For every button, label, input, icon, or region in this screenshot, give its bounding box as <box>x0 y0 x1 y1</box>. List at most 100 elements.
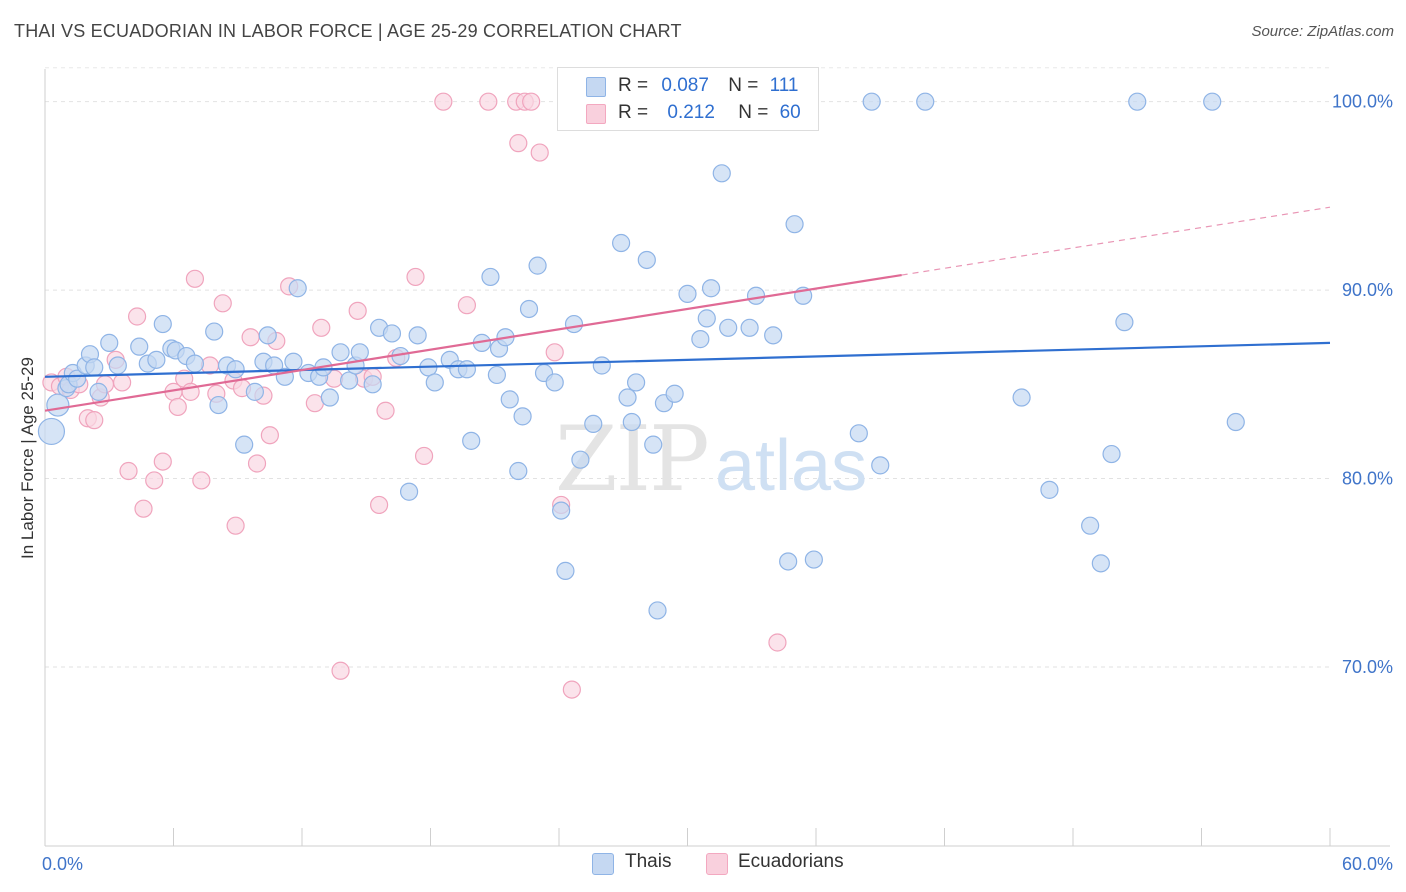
ecuadorians-point <box>247 454 267 473</box>
thais-point <box>1102 444 1121 464</box>
thais-point <box>46 393 70 417</box>
thais-point <box>592 356 611 375</box>
thais-point <box>1226 412 1245 432</box>
ecuadorians-point <box>260 426 279 445</box>
ecuadorians-n-label: N = <box>738 102 769 123</box>
thais-point <box>622 412 641 432</box>
thais-point <box>331 343 350 362</box>
thais-point <box>226 360 245 379</box>
ecuadorians-point <box>530 143 549 162</box>
thais-point <box>691 330 710 349</box>
ecuadorians-point <box>185 269 205 288</box>
ecuadorians-stats: R = 0.212 N = 60 <box>618 102 801 124</box>
ecuadorians-point <box>545 343 564 362</box>
x-tick-labels: 0.0% 60.0% <box>42 854 1393 874</box>
thais-point <box>719 318 738 337</box>
thais-point <box>340 371 359 390</box>
thais-point <box>108 356 127 375</box>
y-tick-label: 80.0% <box>1342 469 1393 489</box>
thais-point <box>746 286 766 305</box>
thais-n-value: 111 <box>769 75 799 96</box>
thais-point <box>457 360 477 379</box>
ecuadorians-point <box>112 373 132 392</box>
thais-point <box>637 250 656 270</box>
thais-point <box>100 333 119 352</box>
thais-swatch <box>586 77 606 97</box>
thais-point <box>363 375 382 394</box>
thais-point <box>425 373 444 392</box>
thais-point <box>320 388 339 407</box>
thais-point <box>130 337 149 356</box>
ecuadorians-point <box>370 495 389 515</box>
ecuadorians-n-value: 60 <box>779 102 801 123</box>
ecuadorians-point <box>168 397 187 417</box>
ecuadorians-point <box>134 499 153 518</box>
thais-point <box>509 461 528 481</box>
ecuadorians-point <box>768 633 787 652</box>
thais-point <box>665 384 684 403</box>
ecuadorians-point <box>479 92 498 111</box>
watermark-atlas: atlas <box>715 426 867 506</box>
ecuadorians-point <box>153 452 172 471</box>
x-tick-label: 60.0% <box>1342 854 1393 874</box>
ecuadorians-point <box>85 411 104 430</box>
y-tick-label: 100.0% <box>1332 92 1393 112</box>
thais-point <box>1128 92 1147 111</box>
thais-point <box>382 324 402 343</box>
thais-points <box>37 90 1245 620</box>
thais-point <box>519 299 539 319</box>
ecuadorians-point <box>562 680 581 699</box>
y-tick-labels: 70.0% 80.0% 90.0% 100.0% <box>1332 92 1393 677</box>
thais-point <box>408 326 427 345</box>
ecuadorians-point <box>119 461 138 481</box>
ecuadorians-r-value: 0.212 <box>667 102 715 123</box>
y-tick-label: 70.0% <box>1342 657 1393 677</box>
ecuadorians-trend-extension <box>901 206 1331 276</box>
thais-point <box>500 390 519 409</box>
thais-point <box>153 314 172 334</box>
thais-point <box>916 92 935 111</box>
thais-point <box>235 435 254 454</box>
thais-point <box>648 601 667 620</box>
ecuadorians-trend-line <box>44 273 902 412</box>
source-label: Source: ZipAtlas.com <box>1251 23 1394 40</box>
thais-point <box>678 284 697 303</box>
thais-point <box>552 501 571 520</box>
thais-point <box>258 326 277 345</box>
ecuadorians-point <box>226 516 245 535</box>
ecuadorians-r-label: R = <box>618 102 649 123</box>
thais-point <box>785 215 804 234</box>
ecuadorians-point <box>127 307 147 326</box>
thais-point <box>85 358 104 377</box>
ecuadorians-point <box>509 134 528 153</box>
thais-point <box>205 322 224 341</box>
thais-legend-label: Thais <box>625 851 672 872</box>
y-axis-label: In Labor Force | Age 25-29 <box>18 357 37 559</box>
thais-point <box>487 365 506 385</box>
thais-point <box>528 256 547 275</box>
ecuadorians-legend-swatch <box>706 853 728 875</box>
thais-point <box>68 369 87 388</box>
thais-point <box>871 456 890 475</box>
thais-point <box>462 431 481 450</box>
thais-point <box>284 352 303 371</box>
thais-point <box>712 164 731 183</box>
chart-title: THAI VS ECUADORIAN IN LABOR FORCE | AGE … <box>14 21 682 41</box>
thais-point <box>350 343 369 362</box>
ecuadorians-legend-label: Ecuadorians <box>738 851 844 872</box>
ecuadorians-point <box>145 471 164 490</box>
ecuadorians-swatch <box>586 104 606 124</box>
thais-r-label: R = <box>618 75 649 96</box>
trend-lines <box>44 206 1331 412</box>
thais-point <box>584 414 603 434</box>
thais-trend-line <box>44 341 1331 378</box>
thais-point <box>626 373 646 392</box>
ecuadorians-point <box>192 471 211 490</box>
thais-point <box>862 92 881 111</box>
thais-stats: R = 0.087 N = 111 <box>618 75 799 97</box>
thais-point <box>1091 554 1110 573</box>
ecuadorians-point <box>348 301 367 320</box>
ecuadorians-point <box>457 296 477 315</box>
ecuadorians-point <box>312 318 331 337</box>
